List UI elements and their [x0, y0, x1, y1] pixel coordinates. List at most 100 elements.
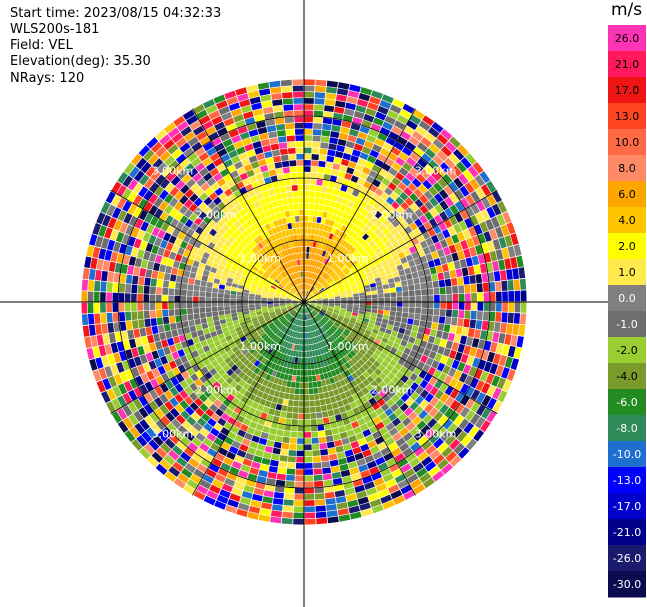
- velocity-gate: [183, 326, 191, 334]
- velocity-gate: [508, 291, 515, 302]
- velocity-gate: [346, 306, 353, 310]
- velocity-gate: [148, 400, 159, 411]
- velocity-gate: [267, 368, 274, 376]
- velocity-gate: [306, 326, 309, 333]
- velocity-gate: [263, 286, 270, 291]
- velocity-gate: [293, 337, 297, 344]
- velocity-gate: [358, 214, 366, 222]
- velocity-gate: [320, 327, 326, 333]
- velocity-gate: [227, 273, 235, 280]
- velocity-gate: [233, 481, 245, 491]
- velocity-gate: [360, 508, 373, 517]
- velocity-gate: [161, 372, 170, 383]
- velocity-gate: [206, 490, 219, 500]
- velocity-gate: [143, 189, 154, 201]
- velocity-gate: [322, 298, 329, 300]
- velocity-gate: [321, 379, 327, 387]
- velocity-gate: [292, 369, 297, 376]
- velocity-gate: [437, 248, 445, 258]
- velocity-gate: [411, 251, 420, 260]
- velocity-gate: [220, 412, 230, 422]
- velocity-gate: [162, 426, 173, 438]
- velocity-gate: [369, 466, 380, 475]
- velocity-gate: [486, 193, 497, 206]
- velocity-gate: [326, 510, 338, 518]
- velocity-gate: [354, 252, 362, 259]
- velocity-gate: [217, 264, 225, 271]
- velocity-gate: [176, 321, 183, 329]
- velocity-gate: [216, 240, 224, 248]
- velocity-gate: [328, 328, 335, 334]
- velocity-gate: [323, 244, 329, 251]
- velocity-gate: [331, 402, 339, 410]
- velocity-gate: [324, 218, 331, 226]
- velocity-gate: [359, 295, 366, 299]
- velocity-gate: [501, 247, 510, 259]
- velocity-gate: [213, 320, 221, 326]
- velocity-gate: [282, 399, 289, 406]
- velocity-gate: [315, 191, 321, 198]
- velocity-gate: [315, 296, 322, 299]
- velocity-gate: [361, 345, 369, 353]
- velocity-gate: [127, 179, 139, 191]
- velocity-gate: [416, 361, 425, 370]
- velocity-gate: [311, 437, 319, 444]
- velocity-gate: [264, 400, 272, 408]
- velocity-gate: [274, 435, 283, 443]
- velocity-gate: [269, 516, 282, 524]
- velocity-gate: [480, 209, 491, 221]
- velocity-gate: [275, 329, 281, 336]
- velocity-gate: [475, 320, 483, 330]
- velocity-gate: [456, 430, 468, 443]
- velocity-gate: [313, 330, 318, 337]
- velocity-gate: [256, 313, 263, 318]
- velocity-gate: [353, 324, 361, 330]
- velocity-gate: [304, 172, 311, 179]
- velocity-gate: [304, 308, 306, 314]
- velocity-gate: [309, 298, 316, 301]
- velocity-gate: [309, 338, 313, 345]
- velocity-gate: [279, 455, 288, 462]
- velocity-gate: [328, 305, 335, 309]
- velocity-gate: [434, 400, 444, 411]
- velocity-gate: [174, 288, 181, 296]
- velocity-gate: [403, 125, 415, 136]
- velocity-gate: [359, 258, 366, 265]
- velocity-gate: [212, 390, 222, 399]
- velocity-gate: [493, 271, 501, 282]
- velocity-gate: [229, 255, 237, 262]
- velocity-gate: [413, 431, 424, 441]
- velocity-gate: [267, 331, 274, 337]
- velocity-gate: [108, 261, 116, 272]
- velocity-gate: [378, 168, 388, 177]
- velocity-gate: [356, 245, 364, 253]
- velocity-gate: [485, 219, 495, 231]
- velocity-gate: [213, 399, 223, 408]
- velocity-gate: [331, 194, 338, 202]
- velocity-gate: [493, 322, 501, 333]
- velocity-gate: [341, 232, 348, 240]
- velocity-gate: [319, 148, 328, 155]
- velocity-gate: [275, 289, 282, 294]
- velocity-gate: [290, 309, 295, 315]
- velocity-gate: [93, 291, 100, 302]
- velocity-gate: [326, 289, 333, 294]
- velocity-gate: [414, 289, 421, 296]
- velocity-gate: [335, 278, 341, 284]
- velocity-gate: [155, 463, 168, 475]
- velocity-gate: [292, 331, 296, 338]
- velocity-gate: [469, 346, 478, 357]
- velocity-gate: [238, 379, 246, 387]
- velocity-gate: [350, 122, 361, 131]
- velocity-gate: [373, 236, 381, 244]
- velocity-gate: [436, 362, 446, 372]
- velocity-gate: [205, 246, 213, 255]
- velocity-gate: [226, 247, 234, 255]
- velocity-gate: [322, 281, 328, 287]
- velocity-gate: [350, 440, 360, 449]
- velocity-gate: [137, 311, 144, 320]
- velocity-gate: [222, 364, 231, 373]
- velocity-gate: [249, 338, 256, 345]
- velocity-gate: [353, 274, 360, 280]
- velocity-gate: [139, 327, 147, 337]
